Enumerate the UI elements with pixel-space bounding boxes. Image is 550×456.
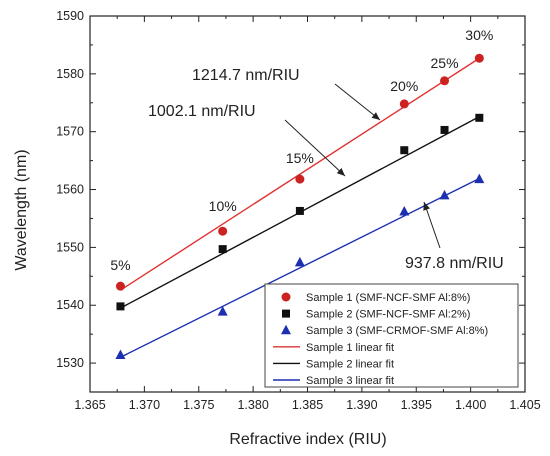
series-1-point-2	[218, 226, 228, 236]
series-1-point-4	[399, 99, 409, 109]
x-tick-label: 1.390	[346, 398, 377, 412]
legend-fit-label-2: Sample 2 linear fit	[306, 358, 394, 370]
legend-label-1: Sample 1 (SMF-NCF-SMF Al:8%)	[306, 292, 470, 304]
x-axis-label: Refractive index (RIU)	[229, 431, 386, 448]
y-tick-label: 1560	[56, 183, 84, 197]
percent-label-2: 10%	[209, 198, 237, 214]
legend-label-3: Sample 3 (SMF-CRMOF-SMF Al:8%)	[306, 325, 488, 337]
percent-label-6: 30%	[465, 27, 493, 43]
legend: Sample 1 (SMF-NCF-SMF Al:8%) Sample 2 (SM…	[264, 283, 519, 388]
y-tick-label: 1540	[56, 298, 84, 312]
y-tick-label: 1530	[56, 356, 84, 370]
slope-annotation-3: 937.8 nm/RIU	[405, 255, 504, 272]
series-3-point-3	[294, 256, 305, 267]
slope-annotation-2: 1002.1 nm/RIU	[148, 103, 256, 120]
x-tick-label: 1.365	[74, 398, 105, 412]
x-tick-label: 1.405	[509, 398, 540, 412]
y-axis-label: Wavelength (nm)	[13, 149, 30, 270]
percent-label-4: 20%	[390, 78, 418, 94]
series-1-point-5	[440, 76, 450, 86]
series-1-point-3	[295, 174, 305, 184]
percent-label-5: 25%	[431, 55, 459, 71]
y-tick-label: 1590	[56, 9, 84, 23]
series-2-point-1	[116, 302, 125, 311]
legend-marker-1	[281, 292, 291, 302]
x-tick-label: 1.400	[455, 398, 486, 412]
legend-fit-label-1: Sample 1 linear fit	[306, 342, 394, 354]
annotation-arrow-head-1	[371, 112, 380, 120]
series-2-point-3	[295, 206, 304, 215]
percent-label-1: 5%	[110, 257, 130, 273]
legend-marker-3	[281, 324, 291, 335]
series-3-point-5	[439, 189, 450, 200]
x-tick-label: 1.375	[183, 398, 214, 412]
y-tick-label: 1570	[56, 125, 84, 139]
fit-line-3	[120, 177, 480, 358]
legend-marker-2	[282, 309, 290, 318]
annotation-arrow-head-3	[423, 202, 430, 211]
data-points	[115, 53, 485, 359]
series-1-point-1	[115, 281, 125, 291]
x-tick-label: 1.395	[401, 398, 432, 412]
series-3-point-2	[217, 306, 228, 316]
series-2-point-6	[475, 113, 484, 122]
annotation-arrow-line-2	[284, 119, 346, 177]
y-tick-label: 1580	[56, 67, 84, 81]
series-3-point-6	[474, 173, 485, 184]
y-tick-label: 1550	[56, 240, 84, 254]
x-tick-label: 1.370	[129, 398, 160, 412]
annotation-arrow-line-1	[334, 83, 381, 121]
series-3-point-4	[399, 206, 410, 216]
percent-label-3: 15%	[286, 150, 314, 166]
legend-fit-label-3: Sample 3 linear fit	[306, 375, 394, 387]
series-3-point-1	[115, 349, 126, 359]
series-1-point-6	[474, 53, 484, 63]
series-2-point-4	[400, 146, 409, 155]
slope-annotation-1: 1214.7 nm/RIU	[192, 67, 300, 84]
fit-line-1	[120, 57, 480, 291]
x-tick-label: 1.385	[292, 398, 323, 412]
series-2-point-5	[440, 125, 449, 134]
series-2-point-2	[218, 245, 227, 254]
annotation-arrow-line-3	[423, 201, 441, 249]
legend-label-2: Sample 2 (SMF-NCF-SMF Al:2%)	[306, 309, 470, 321]
legend-box	[264, 283, 519, 388]
x-tick-label: 1.380	[237, 398, 268, 412]
plot-axes: 1.365 1.370 1.375 1.380 1.385 1.390 1.395 1.400…	[56, 9, 541, 412]
annotations: 5% 10% 15% 20% 25% 30% 1214.7 nm/RIU 1002.1 nm/…	[110, 27, 503, 273]
annotation-arrow-head-2	[336, 167, 345, 176]
